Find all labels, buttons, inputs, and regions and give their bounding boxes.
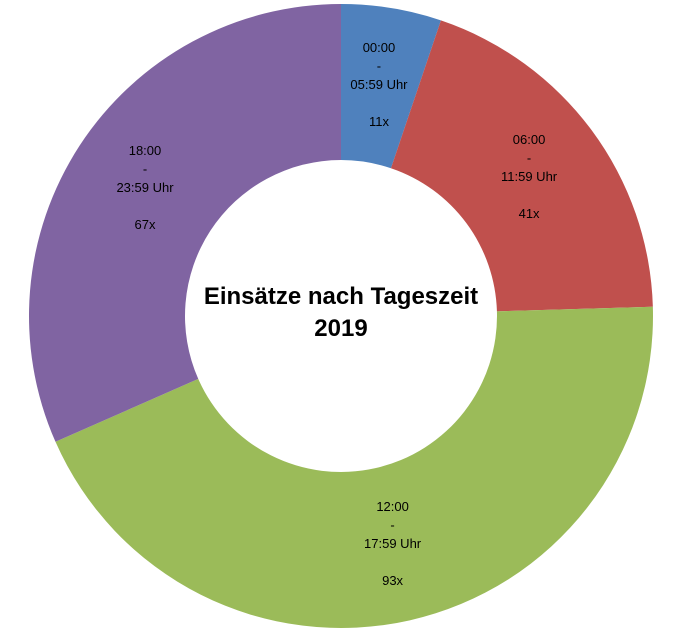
slice-category-line-3-3: 17:59 Uhr (364, 536, 422, 551)
slice-category-line-2-3: 11:59 Uhr (501, 169, 558, 184)
slice-label-1: 00:00 - 05:59 Uhr 11x (350, 40, 408, 129)
chart-title-line-1: Einsätze nach Tageszeit (204, 283, 478, 310)
slice-category-line-4-2: - (143, 162, 147, 177)
slice-value-label-4: 67x (135, 217, 156, 232)
slice-category-line-2-2: - (527, 150, 531, 165)
slice-label-4: 18:00 - 23:59 Uhr 67x (116, 143, 174, 232)
donut-slice-4 (28, 4, 342, 442)
slice-category-line-3-1: 12:00 (376, 499, 409, 514)
donut-slice-1 (341, 4, 441, 169)
slice-category-line-1-3: 05:59 Uhr (350, 77, 408, 92)
slice-value-label-2: 41x (519, 206, 540, 221)
slice-category-line-4-3: 23:59 Uhr (116, 180, 174, 195)
slice-labels: 00:00 - 05:59 Uhr 11x 06:00 - 11:59 Uhr 41x 12:0… (116, 40, 557, 588)
slice-category-line-1-2: - (377, 59, 381, 74)
slice-category-line-1-1: 00:00 (363, 40, 396, 55)
slice-value-label-3: 93x (382, 573, 403, 588)
donut-slice-3 (55, 306, 654, 629)
slice-category-line-3-2: - (390, 518, 394, 533)
slice-label-3: 12:00 - 17:59 Uhr 93x (364, 499, 422, 588)
donut-slice-2 (390, 20, 653, 312)
slice-category-line-2-1: 06:00 (513, 132, 546, 147)
chart-title-line-2: 2019 (314, 315, 367, 342)
slice-value-label-1: 11x (369, 114, 389, 129)
donut-slices (28, 4, 654, 629)
slice-category-line-4-1: 18:00 (129, 143, 162, 158)
slice-label-2: 06:00 - 11:59 Uhr 41x (501, 132, 558, 221)
